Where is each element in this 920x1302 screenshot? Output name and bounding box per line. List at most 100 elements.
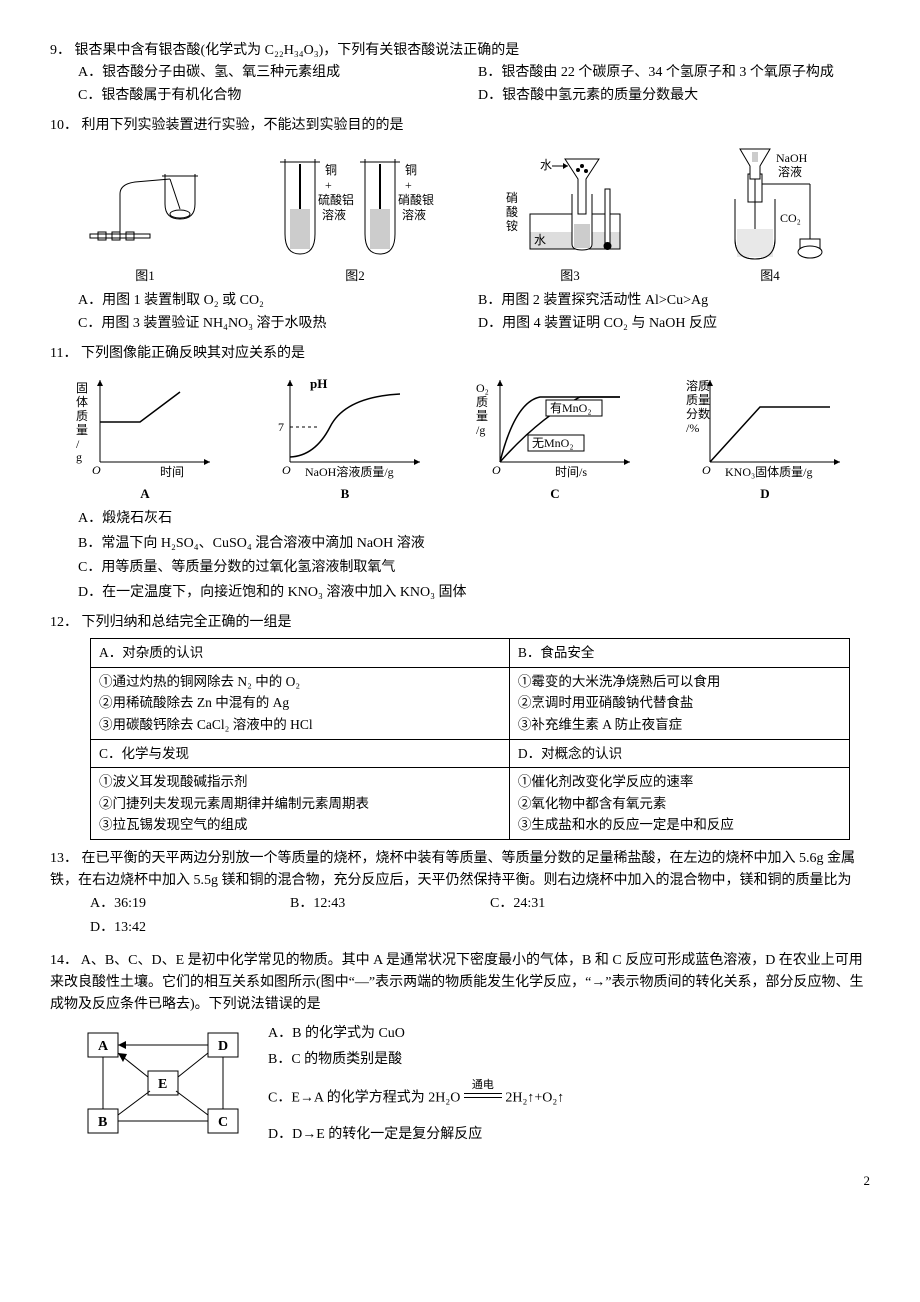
svg-text:pH: pH: [310, 376, 327, 391]
svg-text:铵: 铵: [506, 218, 518, 233]
svg-text:分数: 分数: [686, 406, 710, 421]
fig3-svg: 水 水 硝 酸 铵: [500, 154, 640, 264]
q10-fig2: 铜 + 硫酸铝 溶液 铜 + 硝酸银 溶液 图2: [270, 154, 440, 287]
fig2-label: 图2: [345, 266, 365, 287]
fig2-plus: +: [325, 178, 332, 192]
q10-fig4: CO₂ NaOH 溶液 图4: [700, 144, 840, 287]
svg-text:A: A: [98, 1039, 109, 1054]
q12-C3: ③拉瓦锡发现空气的组成: [99, 814, 501, 836]
q12-D-body: ①催化剂改变化学反应的速率 ②氧化物中都含有氧元素 ③生成盐和水的反应一定是中和…: [509, 768, 849, 840]
q12-D3: ③生成盐和水的反应一定是中和反应: [518, 814, 841, 836]
q11-opt-b: B．常温下向 H₂SO₄、CuSO₄ 混合溶液中滴加 NaOH 溶液: [78, 533, 870, 555]
q10-opt-d: D．用图 4 装置证明 CO₂ 与 NaOH 反应: [478, 313, 717, 335]
chart-d-label: D: [760, 484, 769, 505]
q10-fig3: 水 水 硝 酸 铵 图3: [500, 154, 640, 287]
q12-table: A．对杂质的认识 B．食品安全 ①通过灼热的铜网除去 N₂ 中的 O₂ ②用稀硫…: [90, 638, 850, 840]
q14-opt-d: D．D→E 的转化一定是复分解反应: [268, 1124, 564, 1146]
svg-text:O: O: [282, 463, 291, 477]
svg-text:O₂: O₂: [476, 381, 489, 395]
fig2-sol2: 溶液: [402, 207, 426, 222]
q12-C1: ①波义耳发现酸碱指示剂: [99, 771, 501, 793]
fig2-plus2: +: [405, 178, 412, 192]
q13-opt-d: D．13:42: [90, 917, 260, 939]
question-14: 14． A、B、C、D、E 是初中化学常见的物质。其中 A 是通常状况下密度最小…: [50, 950, 870, 1152]
chart-c: 有MnO₂ 无MnO₂ O₂ 质 量 /g O 时间/s C: [470, 372, 640, 505]
svg-text:NaOH: NaOH: [776, 151, 808, 165]
svg-text:/g: /g: [476, 423, 485, 437]
svg-text:O: O: [702, 463, 711, 477]
q12-B-body: ①霉变的大米洗净烧熟后可以食用 ②烹调时用亚硝酸钠代替食盐 ③补充维生素 A 防…: [509, 667, 849, 739]
svg-text:C: C: [218, 1115, 228, 1130]
q11-stem: 下列图像能正确反映其对应关系的是: [81, 346, 305, 361]
q14-opt-b: B．C 的物质类别是酸: [268, 1049, 564, 1071]
q12-C-title: C．化学与发现: [91, 739, 510, 768]
q12-D2: ②氧化物中都含有氧元素: [518, 793, 841, 815]
svg-text:B: B: [98, 1115, 107, 1130]
svg-text:硝: 硝: [506, 191, 518, 205]
fig2-sol1: 溶液: [322, 207, 346, 222]
q13-stem: 在已平衡的天平两边分别放一个等质量的烧杯，烧杯中装有等质量、等质量分数的足量稀盐…: [50, 851, 855, 888]
q14-stem: A、B、C、D、E 是初中化学常见的物质。其中 A 是通常状况下密度最小的气体，…: [50, 953, 864, 1013]
q12-C-body: ①波义耳发现酸碱指示剂 ②门捷列夫发现元素周期律并编制元素周期表 ③拉瓦锡发现空…: [91, 768, 510, 840]
q12-D1: ①催化剂改变化学反应的速率: [518, 771, 841, 793]
svg-text:O: O: [492, 463, 501, 477]
q9-stem: 银杏果中含有银杏酸(化学式为 C₂₂H₃₄O₃)，下列有关银杏酸说法正确的是: [75, 43, 520, 58]
q12-A-title: A．对杂质的认识: [91, 639, 510, 668]
svg-text:酸: 酸: [506, 204, 518, 219]
svg-text:时间/s: 时间/s: [555, 465, 587, 479]
q12-A1: ①通过灼热的铜网除去 N₂ 中的 O₂: [99, 671, 501, 693]
question-10: 10． 利用下列实验装置进行实验，不能达到实验目的的是 图1: [50, 115, 870, 335]
q14-options: A．B 的化学式为 CuO B．C 的物质类别是酸 C．E→A 的化学方程式为 …: [268, 1023, 564, 1151]
q12-B-title: B．食品安全: [509, 639, 849, 668]
fig4-label: 图4: [760, 266, 780, 287]
q14-c-post: 2H₂↑+O₂↑: [505, 1090, 564, 1105]
q9-opt-c: C．银杏酸属于有机化合物: [78, 85, 478, 107]
fig1-label: 图1: [135, 266, 155, 287]
q14-opt-a: A．B 的化学式为 CuO: [268, 1023, 564, 1045]
svg-text:7: 7: [278, 420, 284, 434]
q12-stem: 下列归纳和总结完全正确的一组是: [82, 615, 292, 630]
page-number: 2: [50, 1171, 870, 1192]
question-9: 9． 银杏果中含有银杏酸(化学式为 C₂₂H₃₄O₃)，下列有关银杏酸说法正确的…: [50, 40, 870, 107]
svg-text:质: 质: [76, 409, 88, 423]
question-11: 11． 下列图像能正确反映其对应关系的是 固 体 质 量 / g O 时间 A: [50, 343, 870, 604]
svg-text:固: 固: [76, 381, 88, 395]
q10-figures: 图1 铜 + 硫酸铝 溶液 铜 + 硝酸银 溶液: [50, 144, 870, 287]
q13-num: 13．: [50, 851, 78, 866]
svg-text:溶液: 溶液: [778, 164, 802, 179]
q12-C2: ②门捷列夫发现元素周期律并编制元素周期表: [99, 793, 501, 815]
svg-text:溶质: 溶质: [686, 378, 710, 393]
q14-diagram: A D B C E: [78, 1023, 268, 1151]
q13-opt-c: C．24:31: [490, 893, 660, 915]
svg-text:量: 量: [76, 423, 88, 437]
svg-text:时间: 时间: [160, 465, 184, 479]
svg-text:水: 水: [534, 233, 546, 247]
q12-B3: ③补充维生素 A 防止夜盲症: [518, 714, 841, 736]
q12-B1: ①霉变的大米洗净烧熟后可以食用: [518, 671, 841, 693]
q12-A3: ③用碳酸钙除去 CaCl₂ 溶液中的 HCl: [99, 714, 501, 736]
q14-num: 14．: [50, 953, 78, 968]
svg-text:D: D: [218, 1039, 228, 1054]
q10-opt-b: B．用图 2 装置探究活动性 Al>Cu>Ag: [478, 290, 717, 312]
question-13: 13． 在已平衡的天平两边分别放一个等质量的烧杯，烧杯中装有等质量、等质量分数的…: [50, 848, 870, 942]
q12-B2: ②烹调时用亚硝酸钠代替食盐: [518, 692, 841, 714]
q10-opt-a: A．用图 1 装置制取 O₂ 或 CO₂: [78, 290, 478, 312]
q13-opt-b: B．12:43: [290, 893, 460, 915]
q12-num: 12．: [50, 615, 78, 630]
svg-text:/: /: [76, 437, 80, 451]
q14-c-cond: 通电: [472, 1079, 494, 1091]
q14-opt-c: C．E→A 的化学方程式为 2H₂O 通电 2H₂↑+O₂↑: [268, 1076, 564, 1121]
svg-text:水: 水: [540, 158, 552, 172]
q11-num: 11．: [50, 346, 77, 361]
q11-charts: 固 体 质 量 / g O 时间 A 7 pH O: [50, 372, 870, 505]
chart-d: 溶质 质量 分数 /% O KNO₃固体质量/g D: [680, 372, 850, 505]
q12-A2: ②用稀硫酸除去 Zn 中混有的 Ag: [99, 692, 501, 714]
svg-text:质量: 质量: [686, 393, 710, 407]
svg-text:g: g: [76, 450, 82, 464]
q10-stem: 利用下列实验装置进行实验，不能达到实验目的的是: [82, 118, 404, 133]
q10-num: 10．: [50, 118, 78, 133]
fig1-svg: [80, 164, 210, 264]
fig2-al1: 硫酸铝: [318, 192, 354, 207]
svg-text:CO₂: CO₂: [780, 211, 801, 225]
fig2-cu2: 铜: [405, 162, 417, 177]
